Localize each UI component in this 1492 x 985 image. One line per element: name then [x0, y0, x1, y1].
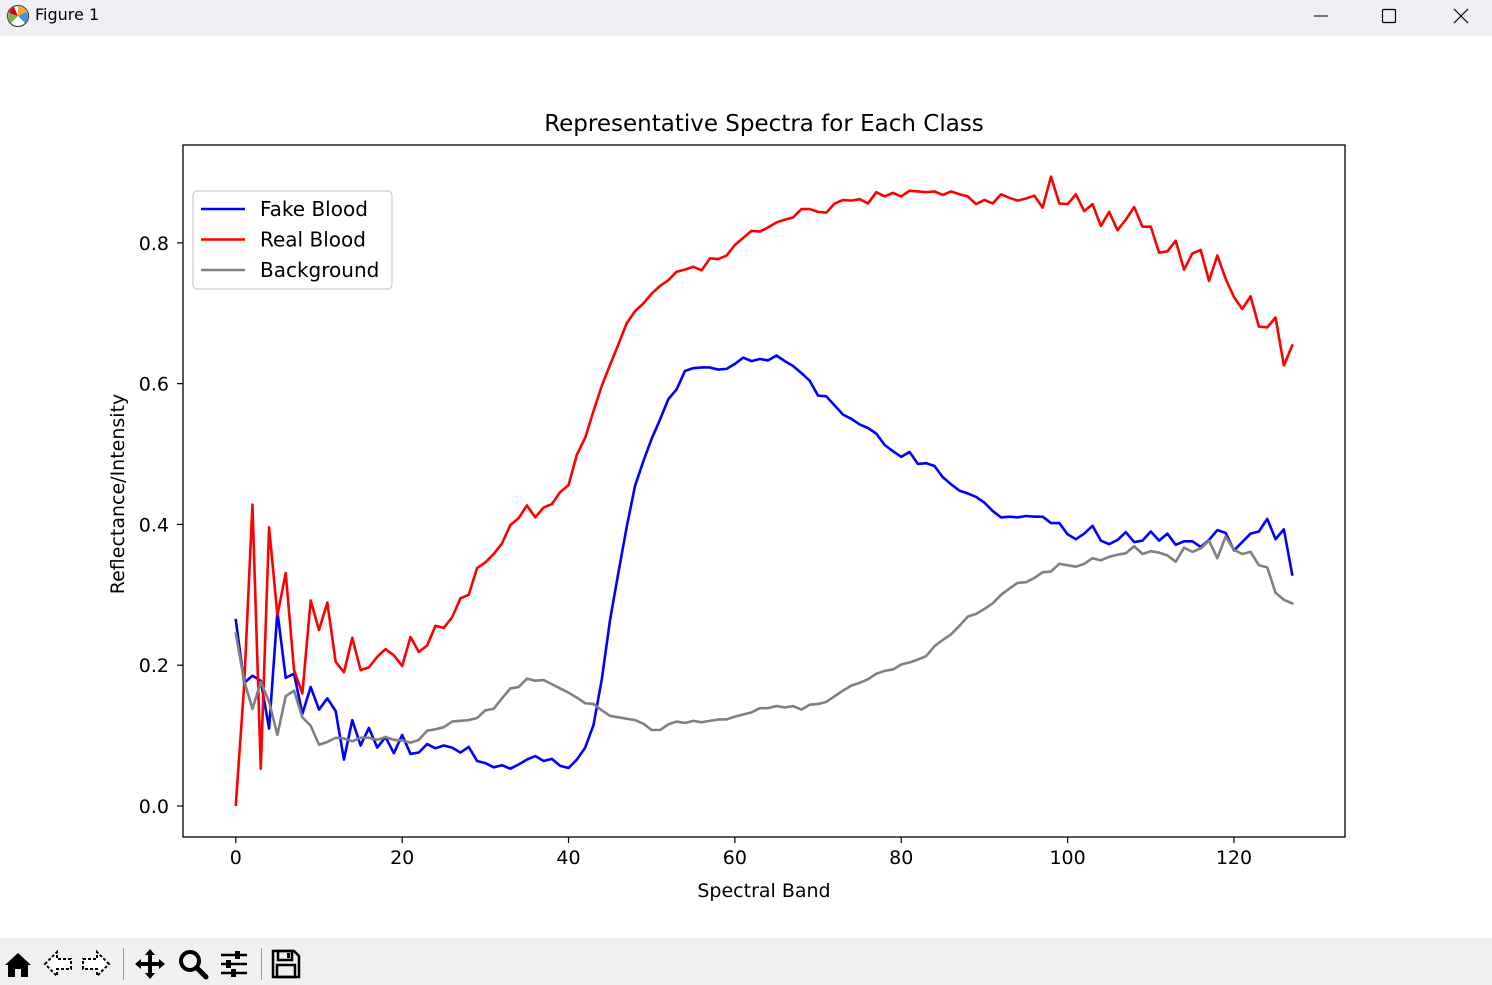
navigation-toolbar	[0, 938, 1492, 985]
minimize-button[interactable]	[1291, 0, 1351, 32]
move-icon	[135, 949, 165, 979]
back-button[interactable]	[40, 946, 76, 982]
y-tick-label: 0.8	[139, 233, 169, 255]
toolbar-separator	[123, 948, 124, 980]
x-tick-label: 120	[1216, 847, 1252, 869]
legend-label: Fake Blood	[260, 197, 368, 221]
maximize-button[interactable]	[1359, 0, 1419, 32]
figure-canvas[interactable]: Representative Spectra for Each Class Sp…	[0, 36, 1492, 938]
minimize-icon	[1314, 15, 1328, 17]
zoom-button[interactable]	[175, 946, 211, 982]
y-tick-label: 0.4	[139, 514, 169, 536]
x-tick-label: 100	[1049, 847, 1085, 869]
plot-area-frame	[182, 144, 1346, 838]
matplotlib-logo-icon	[6, 4, 30, 28]
maximize-icon	[1381, 8, 1397, 24]
window-title: Figure 1	[35, 5, 100, 24]
x-axis-label: Spectral Band	[697, 880, 830, 902]
sliders-icon	[221, 951, 247, 977]
legend-label: Real Blood	[260, 228, 366, 252]
series-line-real-blood	[234, 175, 1294, 807]
x-tick-label: 40	[556, 847, 580, 869]
back-arrow-icon	[43, 949, 72, 979]
save-button[interactable]	[268, 946, 304, 982]
toolbar-separator	[261, 948, 262, 980]
line-chart: Representative Spectra for Each Class Sp…	[107, 111, 1346, 902]
home-button[interactable]	[0, 946, 36, 982]
window-titlebar: Figure 1	[0, 0, 1492, 36]
y-tick-label: 0.0	[139, 796, 169, 818]
close-button[interactable]	[1431, 0, 1491, 32]
forward-arrow-icon	[82, 949, 111, 979]
y-tick-label: 0.2	[139, 655, 169, 677]
save-icon	[271, 949, 301, 979]
x-tick-label: 20	[390, 847, 414, 869]
x-tick-label: 0	[230, 847, 242, 869]
close-icon	[1453, 8, 1469, 24]
magnifier-icon	[179, 950, 209, 980]
forward-button[interactable]	[78, 946, 114, 982]
chart-title: Representative Spectra for Each Class	[544, 111, 984, 137]
series-line-fake-blood	[234, 354, 1294, 771]
legend-label: Background	[260, 258, 379, 282]
y-axis-label: Reflectance/Intensity	[107, 394, 129, 595]
legend-box	[192, 190, 393, 290]
configure-subplots-button[interactable]	[216, 946, 252, 982]
x-tick-label: 80	[889, 847, 913, 869]
series-line-background	[234, 535, 1294, 747]
y-tick-label: 0.6	[139, 374, 169, 396]
x-tick-label: 60	[723, 847, 747, 869]
home-icon	[5, 953, 31, 977]
pan-button[interactable]	[132, 946, 168, 982]
